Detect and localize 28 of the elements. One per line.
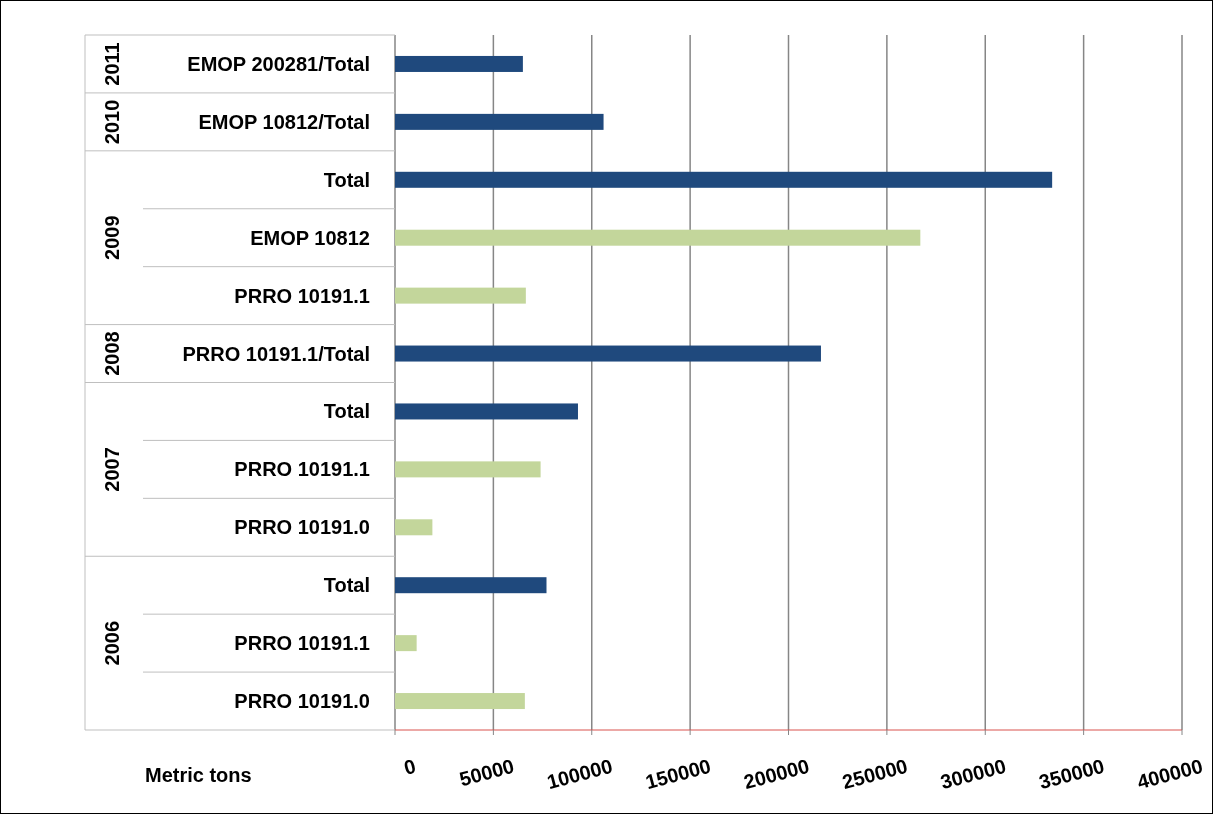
text: 2010	[101, 99, 123, 145]
text: 2008	[101, 331, 123, 376]
text: 2007	[101, 447, 123, 492]
y-tick-label: EMOP 200281/Total	[187, 52, 370, 75]
y-tick-label: PRRO 10191.1	[234, 458, 370, 481]
x-axis-title: Metric tons	[145, 764, 252, 786]
x-tick-label: 300000	[938, 754, 1009, 794]
y-tick-label: EMOP 10812	[250, 226, 370, 249]
x-tick-label: 0	[401, 754, 419, 779]
y-tick-label: PRRO 10191.0	[234, 516, 370, 539]
text: 2009	[101, 215, 123, 260]
y-tick-label: PRRO 10191.1	[234, 632, 370, 655]
x-tick-label: 350000	[1036, 754, 1107, 794]
text: 2011	[101, 42, 123, 86]
y-tick-label: Total	[323, 400, 370, 423]
x-tick-label: 400000	[1134, 754, 1206, 794]
y-tick-label: EMOP 10812/Total	[198, 110, 370, 133]
y-tick-label: PRRO 10191.1/Total	[182, 342, 370, 365]
y-tick-label: Total	[323, 168, 370, 191]
x-tick-label: 150000	[642, 754, 714, 794]
x-tick-label: 200000	[741, 754, 812, 794]
x-tick-label: 50000	[456, 754, 517, 791]
x-tick-label: 100000	[544, 754, 615, 794]
y-tick-label: PRRO 10191.0	[234, 690, 370, 713]
y-tick-label: PRRO 10191.1	[234, 284, 370, 307]
x-tick-label: 250000	[839, 754, 910, 794]
y-tick-label: Total	[323, 574, 370, 597]
text: 2006	[101, 620, 123, 666]
